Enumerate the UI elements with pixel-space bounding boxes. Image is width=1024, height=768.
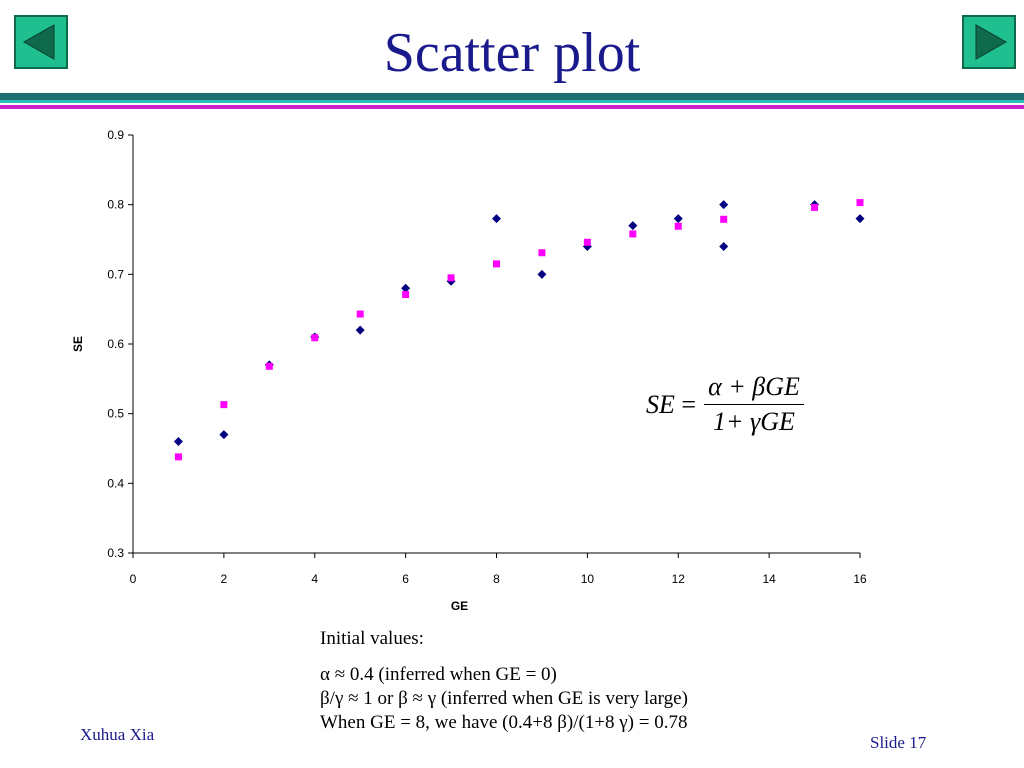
- x-tick-label: 0: [130, 572, 137, 586]
- x-tick-label: 10: [581, 572, 595, 586]
- formula-lhs: SE: [646, 389, 675, 419]
- square-point: [220, 401, 228, 409]
- x-axis-title: GE: [451, 599, 468, 613]
- diamond-point: [401, 283, 411, 293]
- x-tick-label: 2: [221, 572, 228, 586]
- formula-denominator: 1+ γGE: [712, 407, 795, 436]
- diamond-point: [173, 437, 183, 447]
- square-point: [583, 238, 591, 246]
- y-tick-label: 0.3: [107, 546, 124, 560]
- diamond-point: [537, 269, 547, 279]
- y-tick-label: 0.7: [107, 267, 124, 281]
- diamond-point: [355, 325, 365, 335]
- diamond-point: [673, 214, 683, 224]
- diamond-point: [219, 430, 229, 440]
- diamond-point: [628, 221, 638, 231]
- square-point: [311, 334, 319, 342]
- diamond-point: [719, 200, 729, 210]
- notes-line: β/γ ≈ 1 or β ≈ γ (inferred when GE is ve…: [320, 688, 688, 709]
- x-tick-label: 6: [402, 572, 409, 586]
- notes-line: When GE = 8, we have (0.4+8 β)/(1+8 γ) =…: [320, 712, 688, 733]
- square-point: [538, 249, 546, 257]
- formula: SE = α + βGE 1+ γGE: [645, 372, 804, 437]
- square-point: [720, 215, 728, 223]
- notes-line: α ≈ 0.4 (inferred when GE = 0): [320, 664, 557, 685]
- header-divider: [0, 93, 1024, 100]
- diamond-point: [492, 214, 501, 224]
- scatter-chart: 0.3 0.4 0.5 0.6 0.7 0.8 0.9 0 2 4 6 8 10 12 14 16 GE SE: [71, 128, 867, 613]
- square-point: [856, 199, 864, 207]
- initial-values-notes: Initial values: α ≈ 0.4 (inferred when G…: [320, 627, 688, 735]
- square-point: [811, 203, 819, 211]
- author-name: Xuhua Xia: [80, 725, 155, 744]
- square-point: [447, 274, 455, 282]
- y-tick-label: 0.5: [107, 407, 124, 421]
- left-triangle-icon: [22, 24, 55, 60]
- x-tick-label: 16: [853, 572, 867, 586]
- next-slide-button[interactable]: [962, 15, 1016, 69]
- right-triangle-icon: [975, 24, 1008, 60]
- y-tick-label: 0.4: [107, 476, 124, 490]
- y-tick-label: 0.6: [107, 337, 124, 351]
- diamond-point: [855, 214, 865, 224]
- y-tick-label: 0.9: [107, 128, 124, 142]
- square-point: [265, 362, 273, 370]
- previous-slide-button[interactable]: [14, 15, 68, 69]
- square-point: [493, 260, 500, 268]
- y-axis-title: SE: [71, 336, 85, 352]
- x-tick-label: 8: [493, 572, 500, 586]
- x-tick-label: 12: [672, 572, 686, 586]
- x-tick-label: 14: [762, 572, 776, 586]
- x-tick-label: 4: [311, 572, 318, 586]
- header-divider-magenta: [0, 105, 1024, 109]
- square-point: [629, 230, 637, 238]
- formula-numerator: α + βGE: [708, 372, 800, 401]
- slide-title: Scatter plot: [383, 22, 641, 84]
- y-tick-label: 0.8: [107, 198, 124, 212]
- notes-heading: Initial values:: [320, 628, 424, 649]
- square-point: [174, 453, 182, 461]
- square-point: [674, 222, 682, 230]
- header-divider-accent: [0, 100, 1024, 103]
- slide-number: Slide 17: [870, 733, 927, 752]
- square-point: [402, 291, 410, 299]
- square-point: [356, 310, 364, 318]
- diamond-point: [719, 241, 729, 251]
